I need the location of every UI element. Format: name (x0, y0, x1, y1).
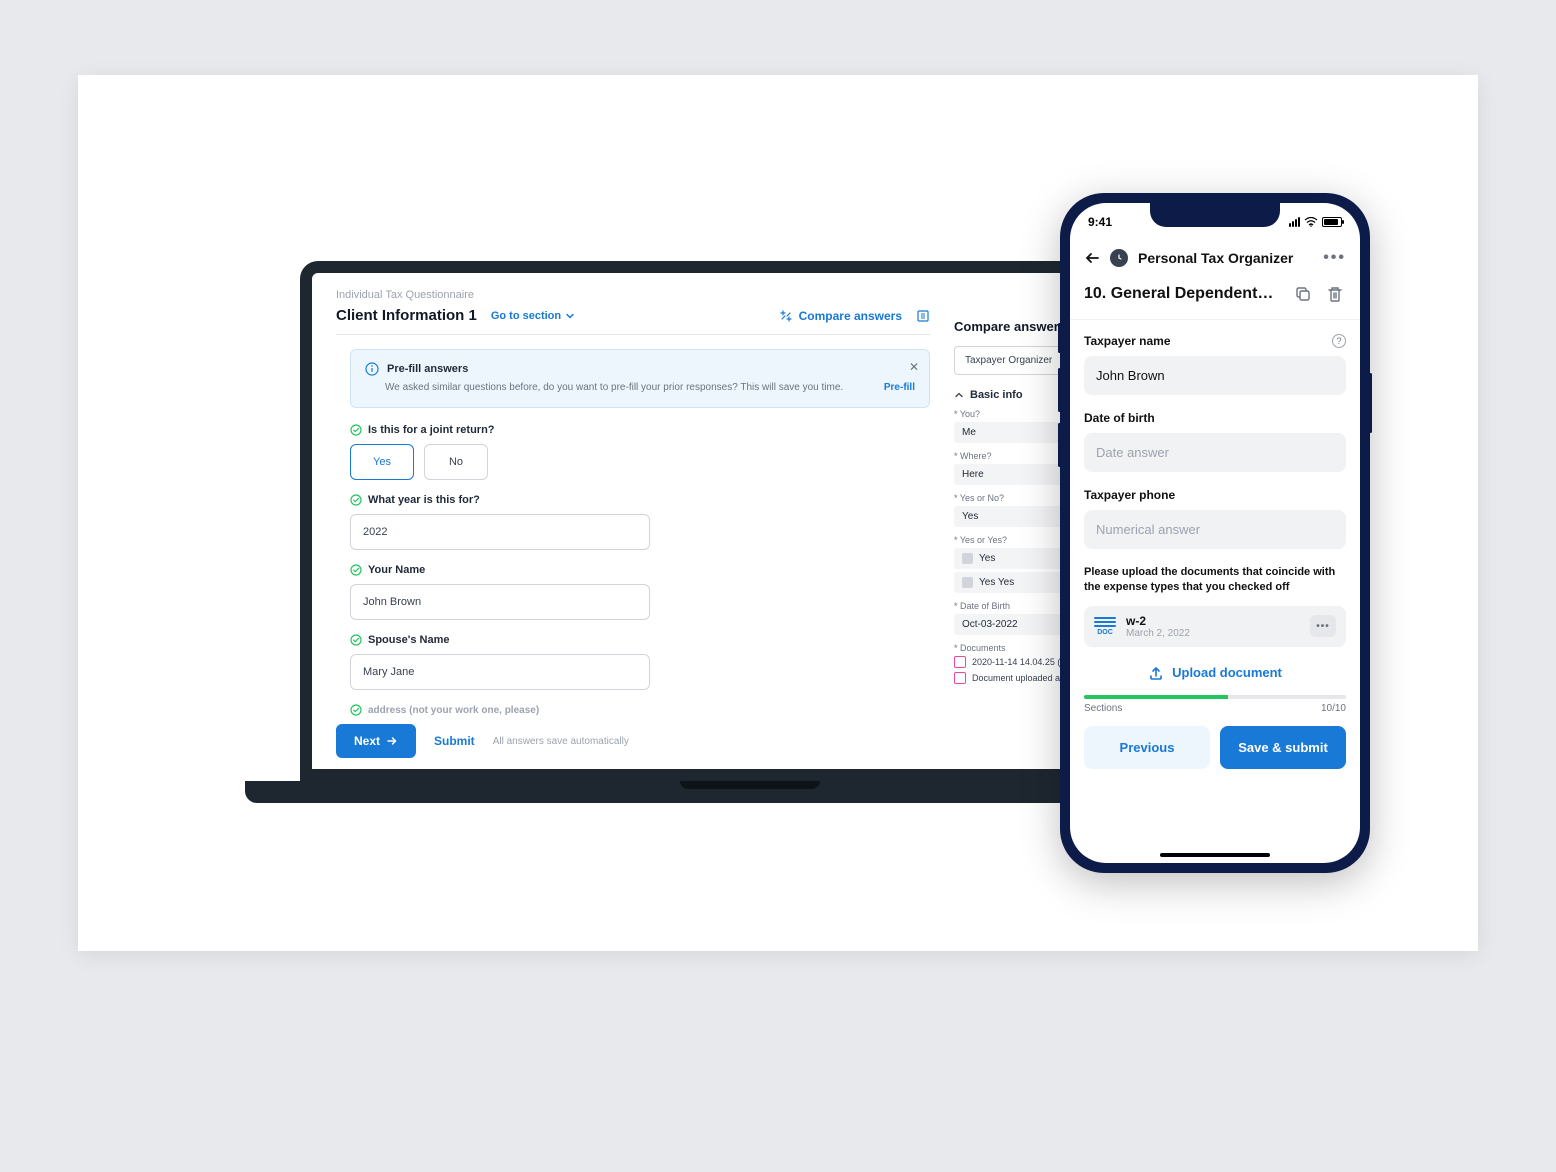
next-label: Next (354, 734, 380, 748)
copy-icon[interactable] (1292, 283, 1314, 305)
prefill-link[interactable]: Pre-fill (884, 380, 915, 395)
previous-button[interactable]: Previous (1084, 726, 1210, 769)
upload-button-label: Upload document (1172, 665, 1282, 680)
check-circle-icon (350, 704, 362, 716)
image-file-icon (954, 656, 966, 668)
goto-section-label: Go to section (491, 310, 561, 322)
year-input[interactable] (350, 514, 650, 550)
upload-icon (1148, 665, 1164, 681)
question-label: Is this for a joint return? (368, 424, 495, 436)
back-icon[interactable] (1084, 250, 1100, 266)
uploaded-file[interactable]: DOC w-2 March 2, 2022 ••• (1084, 606, 1346, 647)
next-button[interactable]: Next (336, 724, 416, 758)
wifi-icon (1304, 217, 1318, 227)
upload-instructions: Please upload the documents that coincid… (1084, 565, 1346, 596)
name-input[interactable] (350, 584, 650, 620)
page-title: Client Information 1 (336, 307, 477, 324)
page-header: Client Information 1 Go to section Compa… (336, 307, 930, 335)
save-submit-button[interactable]: Save & submit (1220, 726, 1346, 769)
question-label: Spouse's Name (368, 634, 449, 646)
question-name: Your Name (350, 564, 930, 620)
nav-bar: Personal Tax Organizer ••• (1070, 241, 1360, 277)
nav-title: Personal Tax Organizer (1138, 250, 1313, 266)
question-year: What year is this for? (350, 494, 930, 550)
home-indicator[interactable] (1160, 853, 1270, 857)
field-taxpayer-name: Taxpayer name ? (1084, 334, 1346, 395)
taxpayer-name-input[interactable] (1084, 356, 1346, 395)
field-label: Taxpayer phone (1084, 488, 1175, 502)
upload-document-button[interactable]: Upload document (1084, 655, 1346, 691)
more-icon[interactable]: ••• (1323, 249, 1346, 267)
question-email-partial: address (not your work one, please) (350, 704, 930, 716)
question-label: Your Name (368, 564, 425, 576)
trash-icon[interactable] (1324, 283, 1346, 305)
breadcrumb: Individual Tax Questionnaire (336, 289, 930, 301)
progress-label: Sections (1084, 703, 1122, 714)
prefill-title: Pre-fill answers (387, 363, 468, 375)
joint-no-button[interactable]: No (424, 444, 488, 480)
phone-mockup: 9:41 Personal Tax Organizer ••• 10. G (1060, 193, 1370, 873)
check-circle-icon (350, 634, 362, 646)
section-title: 10. General Dependent… (1084, 285, 1273, 303)
section-label: Basic info (970, 389, 1023, 401)
check-circle-icon (350, 424, 362, 436)
autosave-text: All answers save automatically (493, 736, 629, 747)
image-file-icon (954, 672, 966, 684)
info-icon (365, 362, 379, 376)
edit-icon[interactable] (916, 309, 930, 323)
phone-form: Taxpayer name ? Date of birth Taxpayer p… (1070, 320, 1360, 783)
help-icon[interactable]: ? (1332, 334, 1346, 348)
checkbox-icon (962, 577, 973, 588)
email-hint: address (not your work one, please) (368, 705, 539, 716)
check-circle-icon (350, 494, 362, 506)
phone-screen: 9:41 Personal Tax Organizer ••• 10. G (1070, 203, 1360, 863)
questionnaire-column: Individual Tax Questionnaire Client Info… (336, 289, 930, 769)
close-icon[interactable]: ✕ (909, 360, 919, 374)
phone-notch (1150, 203, 1280, 227)
form-footer: Next Submit All answers save automatical… (336, 724, 930, 758)
canvas: Individual Tax Questionnaire Client Info… (78, 75, 1478, 951)
file-date: March 2, 2022 (1126, 628, 1300, 639)
progress-count: 10/10 (1321, 703, 1346, 714)
phone-footer: Previous Save & submit (1084, 726, 1346, 769)
file-name: w-2 (1126, 614, 1300, 628)
battery-icon (1322, 217, 1342, 227)
field-dob: Date of birth (1084, 411, 1346, 472)
field-label: Date of birth (1084, 411, 1155, 425)
status-time: 9:41 (1088, 215, 1112, 229)
check-circle-icon (350, 564, 362, 576)
section-header: 10. General Dependent… (1070, 277, 1360, 320)
file-more-icon[interactable]: ••• (1310, 615, 1336, 637)
phone-input[interactable] (1084, 510, 1346, 549)
field-label: Taxpayer name (1084, 334, 1171, 348)
compare-answers-label: Compare answers (799, 309, 902, 323)
progress-fill (1084, 695, 1228, 699)
prefill-banner: ✕ Pre-fill answers We asked similar ques… (350, 349, 930, 408)
progress-bar (1084, 695, 1346, 699)
question-spouse: Spouse's Name (350, 634, 930, 690)
doc-file-icon: DOC (1094, 617, 1116, 636)
dob-input[interactable] (1084, 433, 1346, 472)
goto-section-link[interactable]: Go to section (491, 310, 575, 322)
question-label: What year is this for? (368, 494, 480, 506)
question-joint-return: Is this for a joint return? Yes No (350, 424, 930, 480)
checkbox-icon (962, 553, 973, 564)
compare-answers-link[interactable]: Compare answers (779, 309, 902, 323)
chevron-up-icon (954, 390, 964, 400)
joint-yes-button[interactable]: Yes (350, 444, 414, 480)
signal-icon (1289, 217, 1300, 227)
clock-icon (1110, 249, 1128, 267)
field-phone: Taxpayer phone (1084, 488, 1346, 549)
spouse-input[interactable] (350, 654, 650, 690)
chevron-down-icon (565, 311, 575, 321)
prefill-body: We asked similar questions before, do yo… (385, 380, 843, 395)
compare-icon (779, 309, 793, 323)
submit-link[interactable]: Submit (434, 734, 475, 748)
arrow-right-icon (386, 735, 398, 747)
